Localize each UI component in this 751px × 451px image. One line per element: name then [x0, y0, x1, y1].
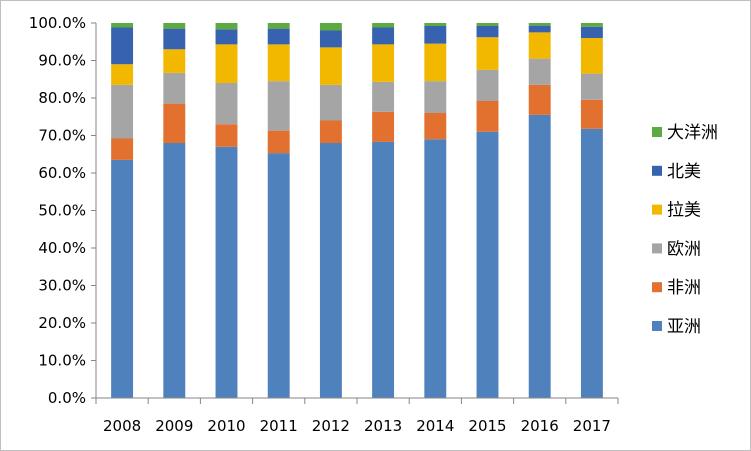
bar-segment-2008-series-5 [111, 23, 134, 28]
bar-segment-2017-series-0 [580, 128, 603, 398]
x-tick-label: 2016 [521, 417, 559, 435]
legend-label: 非洲 [667, 278, 701, 298]
bar-segment-2010-series-1 [215, 124, 238, 147]
x-tick-label: 2010 [207, 417, 245, 435]
x-tick-label: 2012 [312, 417, 350, 435]
bar-segment-2013-series-1 [372, 111, 395, 142]
x-tick-label: 2015 [468, 417, 506, 435]
bar-segment-2012-series-0 [319, 143, 342, 398]
bar-segment-2014-series-4 [424, 26, 447, 44]
legend-swatch [652, 127, 662, 137]
bar-segment-2014-series-5 [424, 23, 447, 26]
x-tick-label: 2014 [416, 417, 454, 435]
bar-segment-2015-series-1 [476, 101, 499, 132]
legend-label: 亚洲 [667, 317, 701, 337]
x-tick-label: 2008 [103, 417, 141, 435]
bar-segment-2016-series-4 [528, 25, 551, 33]
bar-segment-2009-series-5 [163, 23, 186, 29]
bar-segment-2013-series-4 [372, 27, 395, 45]
bar-segment-2010-series-5 [215, 23, 238, 30]
bar-segment-2016-series-2 [528, 58, 551, 85]
bar-segment-2009-series-4 [163, 28, 186, 50]
y-tick-label: 50.0% [38, 202, 86, 220]
x-axis: 2008 2009 2010 2011 2012 2013 2014 2015 2016 2017 [95, 397, 619, 435]
bar-segment-2009-series-1 [163, 103, 186, 143]
legend-label: 北美 [667, 162, 701, 182]
bar-segment-2014-series-1 [424, 113, 447, 140]
bar-segment-2017-series-2 [580, 73, 603, 100]
bar-segment-2011-series-5 [267, 23, 290, 29]
y-axis: 0.0% 10.0% 20.0% 30.0% 40.0% 50.0% 60.0% 70.0% 8… [29, 14, 97, 407]
y-tick-label: 30.0% [38, 277, 86, 295]
bar-segment-2016-series-1 [528, 84, 551, 115]
bar-segment-2008-series-0 [111, 159, 134, 399]
bar-segment-2015-series-2 [476, 69, 499, 102]
legend-swatch [652, 243, 662, 254]
bar-segment-2010-series-0 [215, 146, 238, 398]
bar-segment-2013-series-2 [372, 81, 395, 112]
bar-segment-2017-series-5 [580, 23, 603, 27]
bar-segment-2013-series-5 [372, 23, 395, 28]
bar-segment-2016-series-0 [528, 114, 551, 399]
bar-segment-2016-series-3 [528, 32, 551, 59]
y-tick-label: 40.0% [38, 239, 86, 257]
bar-segment-2014-series-0 [424, 139, 447, 398]
bar-segment-2012-series-2 [319, 84, 342, 121]
bar-segment-2011-series-0 [267, 153, 290, 399]
plot-area [111, 23, 603, 399]
legend-label: 大洋洲 [667, 123, 718, 143]
bar-segment-2015-series-0 [476, 131, 499, 398]
bar-segment-2012-series-5 [319, 23, 342, 31]
bar-segment-2017-series-4 [580, 26, 603, 38]
bar-segment-2008-series-4 [111, 27, 134, 65]
legend-swatch [652, 321, 662, 331]
y-tick-label: 70.0% [38, 127, 86, 145]
bar-segment-2013-series-3 [372, 44, 395, 82]
bar-segment-2017-series-3 [580, 38, 603, 74]
legend-swatch [652, 282, 662, 293]
bar-segment-2017-series-1 [580, 99, 603, 129]
y-tick-label: 0.0% [48, 389, 86, 407]
bar-segment-2012-series-3 [319, 47, 342, 85]
x-tick-label: 2009 [155, 417, 193, 435]
y-tick-label: 10.0% [38, 352, 86, 370]
bar-segment-2014-series-2 [424, 81, 447, 114]
bar-segment-2010-series-4 [215, 29, 238, 45]
bar-segment-2015-series-3 [476, 37, 499, 70]
bar-segment-2011-series-2 [267, 81, 290, 131]
bar-segment-2011-series-1 [267, 130, 290, 154]
legend-swatch [652, 204, 662, 215]
bar-segment-2008-series-1 [111, 138, 134, 160]
bar-segment-2008-series-3 [111, 64, 134, 85]
bar-segment-2010-series-3 [215, 44, 238, 84]
bar-segment-2016-series-5 [528, 23, 551, 26]
bar-segment-2008-series-2 [111, 84, 134, 139]
y-tick-label: 60.0% [38, 164, 86, 182]
legend-label: 拉美 [667, 201, 701, 221]
bar-segment-2011-series-3 [267, 44, 290, 82]
y-tick-label: 90.0% [38, 52, 86, 70]
x-tick-label: 2017 [573, 417, 611, 435]
x-tick-label: 2013 [364, 417, 402, 435]
y-tick-label: 20.0% [38, 314, 86, 332]
x-tick-label: 2011 [260, 417, 298, 435]
bar-segment-2015-series-5 [476, 23, 499, 26]
bar-segment-2010-series-2 [215, 83, 238, 125]
bar-segment-2013-series-0 [372, 141, 395, 399]
bar-segment-2009-series-2 [163, 72, 186, 104]
y-tick-label: 100.0% [29, 14, 86, 32]
bar-segment-2011-series-4 [267, 28, 290, 45]
legend-label: 欧洲 [667, 239, 701, 259]
bar-segment-2014-series-3 [424, 43, 447, 82]
bar-segment-2009-series-3 [163, 49, 186, 73]
legend-swatch [652, 165, 662, 176]
bar-segment-2015-series-4 [476, 26, 499, 38]
y-tick-label: 80.0% [38, 89, 86, 107]
bar-segment-2012-series-1 [319, 120, 342, 143]
bar-segment-2009-series-0 [163, 143, 186, 398]
bar-segment-2012-series-4 [319, 30, 342, 48]
